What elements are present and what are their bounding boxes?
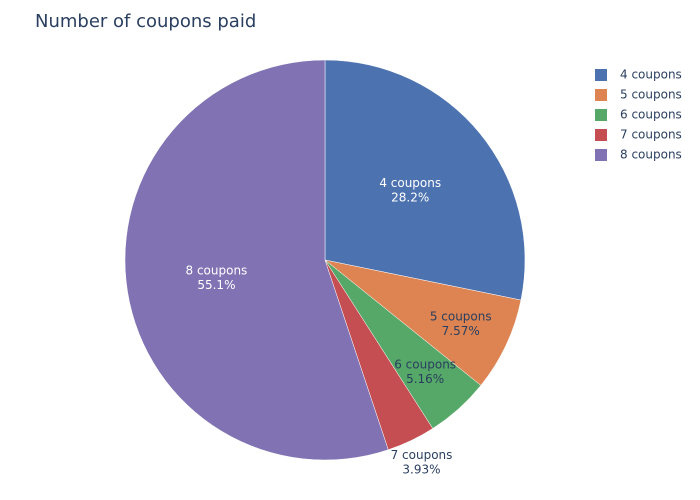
slice-label: 5 coupons 7.57%: [430, 309, 492, 337]
legend-swatch: [595, 109, 607, 121]
slice-category: 6 coupons: [394, 357, 456, 371]
legend-label: 6 coupons: [620, 108, 682, 122]
slice-label: 6 coupons 5.16%: [394, 357, 456, 385]
slice-percent: 28.2%: [391, 190, 429, 204]
slice-percent: 55.1%: [197, 277, 235, 291]
slice-category: 7 coupons: [391, 447, 453, 461]
slice-category: 5 coupons: [430, 309, 492, 323]
slice-percent: 7.57%: [442, 324, 480, 338]
chart-title: Number of coupons paid: [35, 11, 256, 32]
legend-swatch: [595, 69, 607, 81]
slice-label: 7 coupons 3.93%: [391, 447, 453, 475]
slice-category: 8 coupons: [186, 263, 248, 277]
slice-label: 4 coupons 28.2%: [379, 176, 441, 204]
slice-percent: 3.93%: [402, 462, 440, 476]
legend-label: 4 coupons: [620, 68, 682, 82]
pie-slice: [124, 59, 389, 461]
pie-slice: [324, 59, 526, 301]
legend-label: 7 coupons: [620, 128, 682, 142]
legend-label: 5 coupons: [620, 88, 682, 102]
pie-slice: [324, 259, 522, 386]
legend-swatch: [595, 129, 607, 141]
slice-category: 4 coupons: [379, 176, 441, 190]
slice-percent: 5.16%: [406, 371, 444, 385]
legend-label: 8 coupons: [620, 148, 682, 162]
legend-swatch: [595, 149, 607, 161]
legend-swatch: [595, 89, 607, 101]
slice-label: 8 coupons 55.1%: [186, 263, 248, 291]
